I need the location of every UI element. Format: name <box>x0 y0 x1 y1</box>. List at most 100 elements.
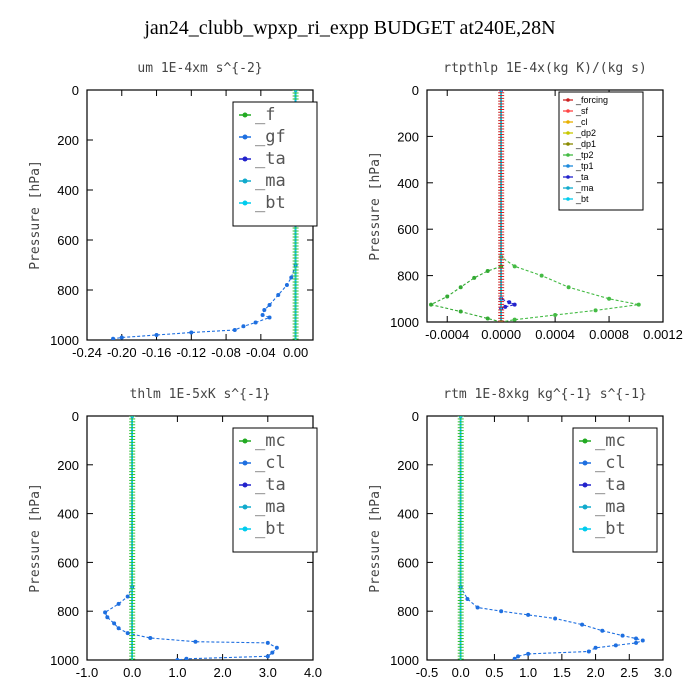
legend-marker <box>566 197 570 201</box>
legend-label: _gf <box>255 127 286 147</box>
data-point <box>253 320 258 325</box>
y-tick-label: 0 <box>72 83 79 98</box>
legend-label: _mc <box>255 431 286 451</box>
data-point <box>111 336 116 340</box>
legend-marker <box>566 109 570 113</box>
legend-marker <box>242 504 248 510</box>
data-point <box>613 643 618 648</box>
legend-label: _f <box>255 105 275 125</box>
x-tick-label: -0.5 <box>416 665 438 680</box>
legend-marker <box>242 134 248 140</box>
legend-marker <box>566 131 570 135</box>
panel-title: um 1E-4xm s^{-2} <box>137 61 262 76</box>
x-tick-label: 0.0000 <box>481 327 521 342</box>
panel-title: rtm 1E-8xkg kg^{-1} s^{-1} <box>443 387 647 402</box>
data-point <box>189 330 194 335</box>
data-point <box>485 268 490 273</box>
y-tick-label: 200 <box>57 133 79 148</box>
data-point <box>465 597 470 601</box>
data-point <box>526 612 531 617</box>
x-tick-label: -0.04 <box>246 345 276 360</box>
data-point <box>512 264 517 269</box>
legend-marker <box>242 200 248 206</box>
chart-panel-2: rtpthlp 1E-4x(kg K)/(kg s) 0 200 400 600 800 1… <box>368 61 683 342</box>
legend-label: _sf <box>575 106 589 116</box>
y-tick-label: 1000 <box>50 333 79 348</box>
legend-box <box>232 101 318 227</box>
legend-label: _ma <box>255 171 286 191</box>
legend-box <box>232 427 318 553</box>
data-point <box>580 622 585 627</box>
legend-label: _bt <box>575 194 589 204</box>
legend-marker <box>566 120 570 124</box>
plot-frame <box>426 89 664 323</box>
data-point <box>270 650 275 655</box>
legend-marker <box>566 153 570 157</box>
legend-label: _ma <box>575 183 594 193</box>
x-tick-label: -1.0 <box>76 665 98 680</box>
legend-label: _mc <box>595 431 626 451</box>
x-tick-label: 0.0008 <box>589 327 629 342</box>
series-line <box>429 265 502 322</box>
plot-area <box>103 416 279 660</box>
legend-marker <box>566 164 570 168</box>
legend-marker <box>242 156 248 162</box>
y-tick-label: 800 <box>57 283 79 298</box>
plot-frame <box>426 415 664 661</box>
legend-marker <box>242 460 248 466</box>
x-tick-label: -0.0004 <box>425 327 469 342</box>
legend-label: _bt <box>255 193 286 213</box>
data-point <box>125 594 130 599</box>
data-point <box>105 615 110 620</box>
x-tick-label: 0.0004 <box>535 327 575 342</box>
y-axis-label: Pressure [hPa] <box>368 483 383 593</box>
y-axis-label: Pressure [hPa] <box>28 160 43 270</box>
data-point <box>103 610 108 615</box>
data-point <box>260 313 265 317</box>
y-tick-label: 1000 <box>390 653 419 668</box>
x-tick-label: 3.0 <box>259 665 277 680</box>
legend-marker <box>582 438 588 444</box>
chart-panel-3: thlm 1E-5xK s^{-1} 0 200 400 600 800 1000-1.0 0… <box>28 387 322 680</box>
data-point <box>526 651 531 656</box>
legend-box <box>572 427 658 553</box>
y-tick-label: 0 <box>412 409 419 424</box>
x-tick-label: -0.12 <box>176 345 206 360</box>
y-tick-label: 0 <box>412 83 419 98</box>
x-tick-label: 2.0 <box>214 665 232 680</box>
legend-label: _ta <box>575 172 589 182</box>
data-point <box>593 308 598 313</box>
x-tick-label: -0.20 <box>107 345 137 360</box>
data-point <box>274 645 279 650</box>
legend-marker <box>582 482 588 488</box>
data-point <box>112 621 117 626</box>
y-tick-label: 1000 <box>390 315 419 330</box>
data-point <box>634 640 639 645</box>
y-tick-label: 800 <box>397 269 419 284</box>
data-point <box>429 302 434 307</box>
x-tick-label: -0.24 <box>72 345 102 360</box>
plot-area <box>429 90 641 322</box>
data-point <box>512 302 517 307</box>
x-tick-label: 2.5 <box>620 665 638 680</box>
data-point <box>458 309 463 314</box>
y-tick-label: 800 <box>57 604 79 619</box>
y-tick-label: 400 <box>397 176 419 191</box>
data-point <box>516 654 521 659</box>
data-point <box>289 275 294 280</box>
legend-marker <box>242 482 248 488</box>
y-tick-label: 200 <box>397 129 419 144</box>
data-point <box>475 605 480 610</box>
data-point <box>593 645 598 650</box>
data-point <box>503 304 508 309</box>
data-point <box>265 654 270 659</box>
data-point <box>600 628 605 633</box>
data-point <box>125 631 130 636</box>
legend-label: _bt <box>595 519 626 539</box>
data-point <box>586 649 591 654</box>
legend-label: _ma <box>255 497 286 517</box>
legend-label: _cl <box>575 117 588 127</box>
legend-marker <box>582 504 588 510</box>
legend-marker <box>242 112 248 118</box>
